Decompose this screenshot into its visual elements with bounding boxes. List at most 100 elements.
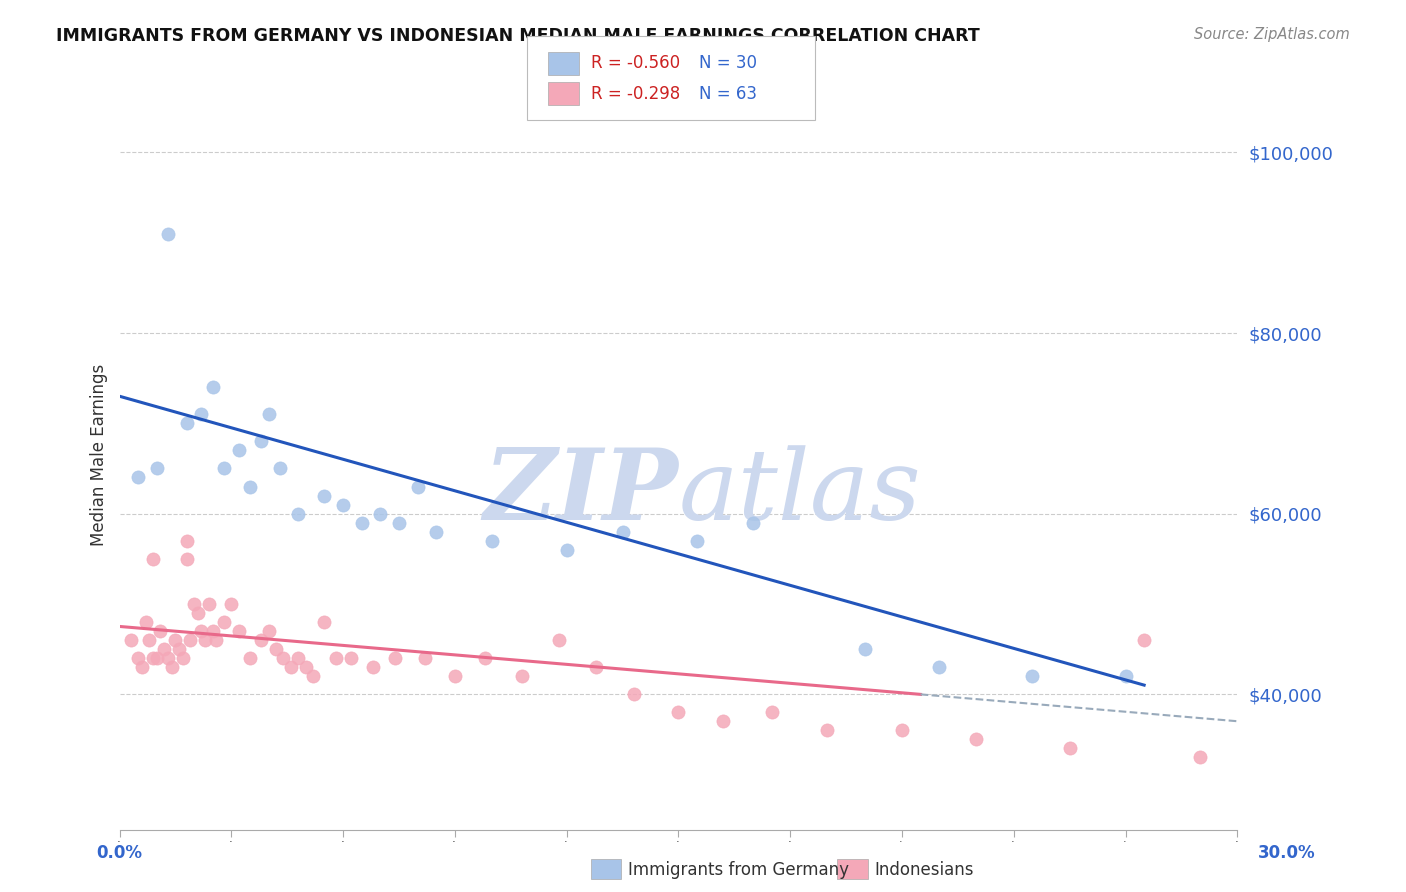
Point xyxy=(228,624,250,638)
Point xyxy=(165,632,187,647)
Point xyxy=(1021,669,1043,683)
Point xyxy=(269,461,291,475)
Point xyxy=(325,651,347,665)
Point xyxy=(212,615,235,629)
Point xyxy=(176,551,198,566)
Point xyxy=(250,632,273,647)
Point xyxy=(201,624,224,638)
Point xyxy=(156,651,179,665)
Point xyxy=(1115,669,1137,683)
Point xyxy=(295,660,318,674)
Text: Indonesians: Indonesians xyxy=(875,861,974,879)
Text: N = 63: N = 63 xyxy=(699,85,756,103)
Point xyxy=(273,651,295,665)
Point xyxy=(481,533,503,548)
Point xyxy=(388,516,411,530)
Point xyxy=(153,642,176,657)
Point xyxy=(167,642,190,657)
Point xyxy=(190,624,212,638)
Point xyxy=(711,714,734,729)
Point xyxy=(120,632,142,647)
Point xyxy=(361,660,384,674)
Point xyxy=(966,732,988,747)
Point xyxy=(127,470,149,484)
Point xyxy=(257,407,280,421)
Point xyxy=(1189,750,1212,764)
Text: 30.0%: 30.0% xyxy=(1258,844,1315,862)
Point xyxy=(555,542,578,557)
Text: atlas: atlas xyxy=(678,445,921,540)
Point xyxy=(928,660,950,674)
Point xyxy=(146,651,169,665)
Point xyxy=(287,651,309,665)
Point xyxy=(474,651,496,665)
Point xyxy=(585,660,607,674)
Point xyxy=(146,461,169,475)
Point xyxy=(205,632,228,647)
Point xyxy=(142,551,165,566)
Point xyxy=(666,705,689,719)
Point xyxy=(172,651,194,665)
Point xyxy=(142,651,165,665)
Point xyxy=(228,443,250,458)
Point xyxy=(176,533,198,548)
Point xyxy=(384,651,406,665)
Text: ZIP: ZIP xyxy=(484,444,678,541)
Point xyxy=(212,461,235,475)
Point xyxy=(332,498,354,512)
Point xyxy=(891,723,914,738)
Point xyxy=(302,669,325,683)
Point xyxy=(156,227,179,241)
Point xyxy=(444,669,467,683)
Point xyxy=(742,516,765,530)
Text: R = -0.560: R = -0.560 xyxy=(591,54,679,72)
Point xyxy=(250,434,273,449)
Point xyxy=(264,642,287,657)
Text: IMMIGRANTS FROM GERMANY VS INDONESIAN MEDIAN MALE EARNINGS CORRELATION CHART: IMMIGRANTS FROM GERMANY VS INDONESIAN ME… xyxy=(56,27,980,45)
Point xyxy=(368,507,391,521)
Point xyxy=(131,660,153,674)
Point xyxy=(179,632,201,647)
Point xyxy=(623,687,645,701)
Text: R = -0.298: R = -0.298 xyxy=(591,85,679,103)
Point xyxy=(510,669,533,683)
Point xyxy=(198,597,221,611)
Y-axis label: Median Male Earnings: Median Male Earnings xyxy=(90,364,108,546)
Point xyxy=(339,651,361,665)
Point xyxy=(194,632,217,647)
Point xyxy=(1059,741,1081,756)
Point xyxy=(761,705,783,719)
Point xyxy=(406,479,429,493)
Point xyxy=(239,651,262,665)
Point xyxy=(548,632,571,647)
Point xyxy=(183,597,205,611)
Point xyxy=(127,651,149,665)
Point xyxy=(149,624,172,638)
Point xyxy=(160,660,183,674)
Point xyxy=(612,524,634,539)
Point xyxy=(815,723,838,738)
Text: Immigrants from Germany: Immigrants from Germany xyxy=(628,861,849,879)
Point xyxy=(187,606,209,620)
Point xyxy=(280,660,302,674)
Point xyxy=(425,524,447,539)
Point xyxy=(350,516,373,530)
Point xyxy=(1133,632,1156,647)
Point xyxy=(135,615,157,629)
Point xyxy=(287,507,309,521)
Point xyxy=(257,624,280,638)
Point xyxy=(314,615,336,629)
Point xyxy=(138,632,160,647)
Text: N = 30: N = 30 xyxy=(699,54,756,72)
Point xyxy=(413,651,436,665)
Point xyxy=(190,407,212,421)
Text: Source: ZipAtlas.com: Source: ZipAtlas.com xyxy=(1194,27,1350,42)
Point xyxy=(201,380,224,394)
Point xyxy=(176,417,198,431)
Point xyxy=(686,533,709,548)
Point xyxy=(314,489,336,503)
Point xyxy=(239,479,262,493)
Point xyxy=(219,597,243,611)
Text: 0.0%: 0.0% xyxy=(97,844,142,862)
Point xyxy=(853,642,876,657)
